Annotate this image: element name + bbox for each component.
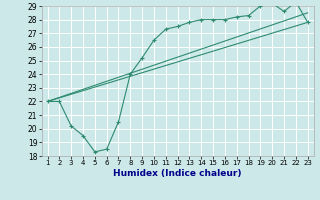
X-axis label: Humidex (Indice chaleur): Humidex (Indice chaleur) [113,169,242,178]
